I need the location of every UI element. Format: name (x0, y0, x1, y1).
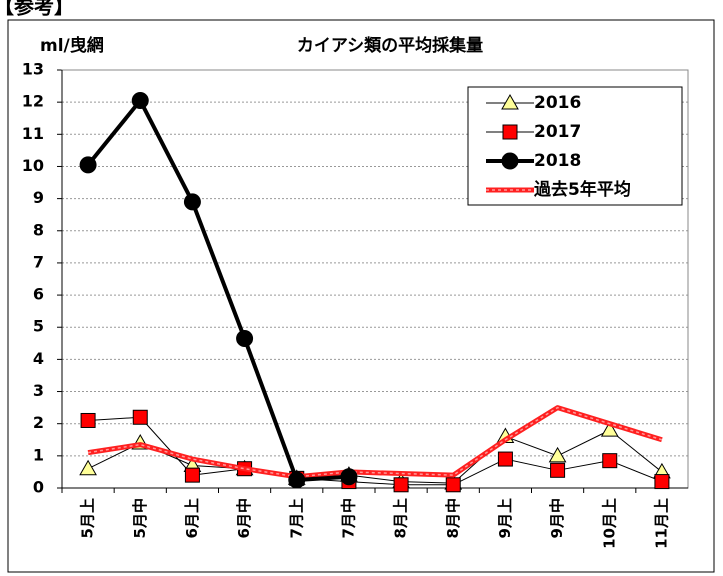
y-tick-label: 13 (22, 60, 44, 79)
data-point (603, 454, 617, 468)
y-tick-label: 0 (33, 478, 44, 497)
y-tick-label: 9 (33, 188, 44, 207)
x-tick-label: 9月上 (496, 498, 514, 538)
x-tick-label: 10月上 (600, 498, 618, 549)
page: 【参考】 ml/曳網 カイアシ類の平均採集量 01234567891011121… (0, 0, 723, 576)
x-tick-label: 7月上 (287, 498, 305, 538)
data-point (132, 93, 148, 109)
legend-label: 2017 (534, 122, 581, 142)
data-point (133, 410, 147, 424)
x-tick-label: 9月中 (548, 498, 566, 538)
data-point (446, 478, 460, 492)
legend-marker (502, 153, 518, 169)
data-point (185, 468, 199, 482)
chart: 【参考】 ml/曳網 カイアシ類の平均採集量 01234567891011121… (0, 0, 723, 576)
data-point (551, 463, 565, 477)
y-tick-label: 10 (22, 156, 44, 175)
data-point (81, 413, 95, 427)
data-point (184, 194, 200, 210)
header: 【参考】 (0, 0, 74, 19)
legend-marker (503, 125, 517, 139)
legend-label: 2016 (534, 93, 581, 113)
legend-label: 2018 (534, 151, 581, 171)
x-tick-label: 6月上 (183, 498, 201, 538)
x-tick-label: 5月中 (131, 498, 149, 538)
x-tick-label: 6月中 (235, 498, 253, 538)
y-axis-label: ml/曳網 (40, 35, 104, 56)
y-tick-label: 11 (22, 124, 44, 143)
y-tick-label: 3 (33, 381, 44, 400)
y-tick-label: 7 (33, 252, 44, 271)
data-point (498, 452, 512, 466)
data-point (237, 330, 253, 346)
data-point (289, 472, 305, 488)
y-tick-label: 12 (22, 92, 44, 111)
data-point (341, 469, 357, 485)
x-tick-label: 7月中 (339, 498, 357, 538)
data-point (80, 157, 96, 173)
x-tick-label: 5月上 (79, 498, 97, 538)
data-point (394, 478, 408, 492)
legend-label: 過去5年平均 (534, 179, 631, 200)
chart-title: カイアシ類の平均採集量 (297, 35, 483, 56)
data-point (655, 475, 669, 489)
y-tick-label: 4 (33, 349, 44, 368)
y-tick-label: 5 (33, 317, 44, 336)
y-tick-label: 2 (33, 413, 44, 432)
x-tick-label: 8月上 (392, 498, 410, 538)
y-tick-label: 6 (33, 285, 44, 304)
x-tick-label: 11月上 (652, 498, 670, 549)
y-tick-label: 8 (33, 220, 44, 239)
y-tick-label: 1 (33, 445, 44, 464)
x-tick-label: 8月中 (444, 498, 462, 538)
